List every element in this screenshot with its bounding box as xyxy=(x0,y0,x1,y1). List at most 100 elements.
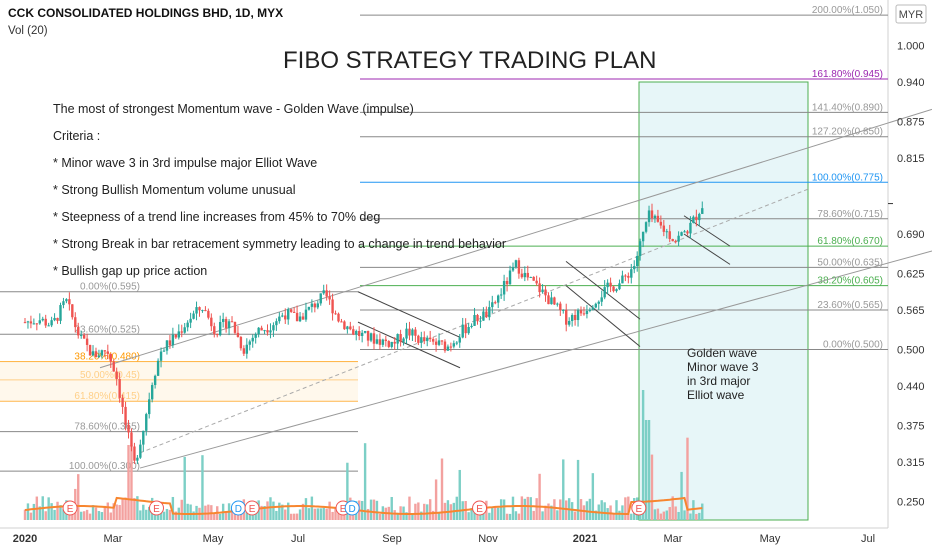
candle-body xyxy=(139,444,142,458)
candle-body xyxy=(470,325,473,328)
flag-channel-line xyxy=(565,260,641,320)
volume-bar xyxy=(414,503,417,520)
volume-bar xyxy=(112,503,115,520)
candle-body xyxy=(38,320,41,324)
time-tick-label: 2021 xyxy=(573,533,597,545)
candle-body xyxy=(609,282,612,287)
volume-bar xyxy=(674,506,677,520)
candle-body xyxy=(130,432,133,447)
candle-body xyxy=(85,338,89,345)
candle-body xyxy=(434,341,438,345)
candle-body xyxy=(396,334,399,344)
candle-body xyxy=(556,303,559,305)
volume-bar xyxy=(644,420,648,520)
volume-bar xyxy=(346,462,349,520)
candle-body xyxy=(165,340,169,351)
candle-body xyxy=(653,215,657,219)
volume-bar xyxy=(192,511,195,520)
candle-body xyxy=(520,273,524,278)
candle-body xyxy=(402,338,405,342)
volume-bar xyxy=(328,501,331,520)
candle-body xyxy=(118,378,121,398)
volume-bar xyxy=(29,512,33,520)
candle-body xyxy=(479,320,482,322)
volume-bar xyxy=(230,509,234,520)
volume-bar xyxy=(665,510,668,520)
candle-body xyxy=(440,340,444,342)
candle-body xyxy=(511,267,515,271)
volume-bar xyxy=(494,506,497,520)
candle-body xyxy=(494,302,497,304)
volume-bar xyxy=(423,503,426,520)
fib-level-label: 100.00%(0.300) xyxy=(69,461,140,472)
volume-bar xyxy=(559,499,562,520)
candle-body xyxy=(109,353,112,362)
price-tick-label: 0.375 xyxy=(897,421,925,433)
note-line: * Strong Break in bar retracement symmet… xyxy=(53,237,506,251)
candle-body xyxy=(23,322,27,324)
volume-bar xyxy=(106,502,110,520)
volume-bar xyxy=(319,508,322,520)
candle-body xyxy=(136,457,139,461)
volume-bar xyxy=(695,513,698,520)
candle-body xyxy=(289,309,293,312)
note-line: * Steepness of a trend line increases fr… xyxy=(53,210,380,224)
volume-bar xyxy=(467,512,470,520)
volume-bar xyxy=(600,500,603,520)
volume-bar xyxy=(145,509,148,520)
volume-bar xyxy=(428,499,432,520)
volume-bar xyxy=(630,513,633,520)
candle-body xyxy=(431,339,435,342)
candle-body xyxy=(278,316,281,322)
volume-bar xyxy=(470,508,473,520)
candle-body xyxy=(218,322,222,336)
volume-bar xyxy=(677,511,680,520)
candle-body xyxy=(467,327,470,334)
candle-body xyxy=(414,329,417,336)
candle-body xyxy=(242,348,246,354)
candle-body xyxy=(124,406,127,425)
candle-body xyxy=(573,314,577,321)
time-axis[interactable]: 2020 Mar May Jul Sep Nov 2021 Mar May Jul xyxy=(13,533,875,545)
volume-bar xyxy=(502,499,506,520)
fib-level-label: 78.60%(0.365) xyxy=(74,422,140,433)
candle-body xyxy=(502,280,506,295)
candle-body xyxy=(44,318,47,326)
volume-bar xyxy=(266,501,269,520)
candle-body xyxy=(233,321,237,333)
currency-badge[interactable] xyxy=(895,4,927,24)
volume-bar xyxy=(390,496,393,520)
fibonacci-levels: 200.00%(1.050) 161.80%(0.945) 141.40%(0.89… xyxy=(0,5,888,472)
candle-body xyxy=(692,216,695,223)
volume-bar xyxy=(218,513,222,520)
candle-body xyxy=(375,339,379,344)
candle-body xyxy=(449,346,453,348)
volume-bar xyxy=(159,512,163,520)
candle-body xyxy=(695,216,698,221)
price-axis[interactable]: 1.000 0.940 0.875 0.815 0.690 0.625 0.565 0.500… xyxy=(888,41,925,509)
candle-body xyxy=(213,326,216,335)
candle-body xyxy=(150,385,154,400)
candle-body xyxy=(473,314,476,326)
candle-body xyxy=(94,351,98,358)
volume-bar xyxy=(573,511,577,520)
event-marker xyxy=(244,500,260,516)
candle-body xyxy=(488,307,491,318)
volume-bar xyxy=(307,508,311,520)
candle-body xyxy=(665,231,668,233)
candle-body xyxy=(355,330,358,335)
annotation-line: Minor wave 3 xyxy=(687,360,759,374)
volume-bar xyxy=(316,508,319,520)
candle-body xyxy=(183,327,186,333)
volume-bar xyxy=(47,497,50,520)
candle-body xyxy=(198,307,201,311)
candle-body xyxy=(307,306,311,310)
volume-bar xyxy=(156,512,160,520)
volume-bar xyxy=(53,509,56,520)
volume-bar xyxy=(520,496,524,520)
volume-bar xyxy=(479,512,482,520)
candle-body xyxy=(230,321,234,323)
strategy-notes: The most of strongest Momentum wave - Go… xyxy=(53,102,506,278)
